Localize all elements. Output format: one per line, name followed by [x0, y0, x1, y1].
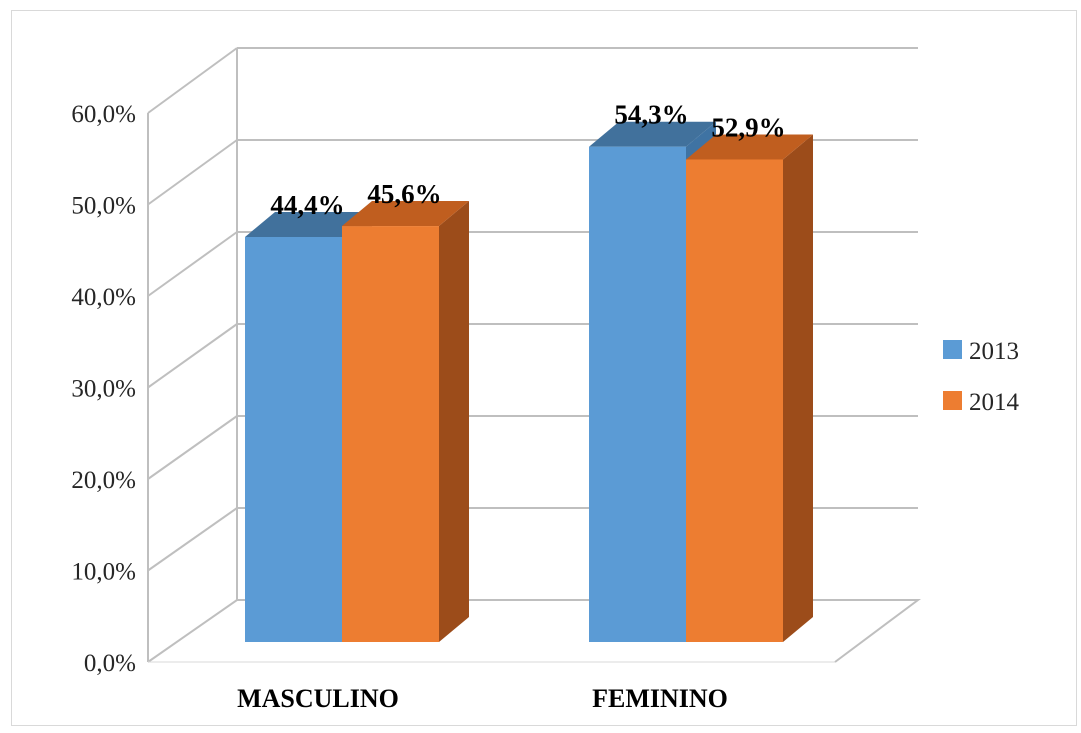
category-label: MASCULINO [237, 684, 399, 713]
gridline-side [147, 415, 238, 480]
gridline-side [147, 47, 238, 114]
data-label: 44,4% [270, 190, 344, 220]
bar-2014-masculino [342, 226, 439, 642]
chart-frame [11, 10, 1077, 726]
legend-label: 2013 [969, 338, 1019, 365]
y-tick-label: 20,0% [71, 467, 136, 494]
data-label: 54,3% [614, 100, 688, 130]
gridline-side [147, 231, 238, 297]
category-label: FEMININO [592, 684, 728, 713]
bar-side [439, 201, 469, 642]
gridline-side [147, 139, 238, 206]
labels-layer: 0,0% 10,0% 20,0% 30,0% 40,0% 50,0% 60,0% 44,4% 4… [71, 100, 785, 713]
bar-top [686, 134, 813, 160]
bars-layer [245, 121, 813, 643]
legend-swatch-2013 [943, 340, 962, 359]
legend-swatch-2014 [943, 391, 962, 410]
bar-top [342, 201, 469, 227]
y-tick-label: 30,0% [71, 376, 136, 403]
y-tick-label: 40,0% [71, 284, 136, 311]
legend: 2013 2014 [943, 338, 1020, 416]
floor [147, 599, 922, 663]
data-label: 45,6% [367, 179, 441, 209]
bar-side [783, 134, 813, 642]
gridline-side [147, 507, 238, 572]
y-tick-label: 0,0% [84, 650, 136, 677]
bar-top [589, 121, 716, 147]
gridline-side [147, 323, 238, 389]
y-tick-label: 10,0% [71, 559, 136, 586]
bar-2013-feminino [589, 146, 686, 642]
y-tick-label: 60,0% [71, 101, 136, 128]
bar-2013-masculino [245, 237, 342, 642]
legend-label: 2014 [969, 389, 1020, 416]
y-tick-label: 50,0% [71, 193, 136, 220]
bar-2014-feminino [686, 159, 783, 642]
data-label: 52,9% [711, 112, 785, 142]
bar-top [245, 212, 372, 237]
